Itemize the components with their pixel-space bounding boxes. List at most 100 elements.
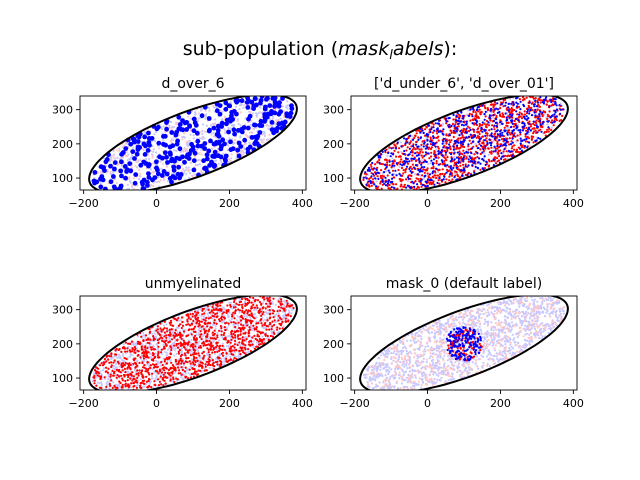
highlight-point xyxy=(373,167,376,170)
background-point xyxy=(427,163,430,166)
highlight-point xyxy=(122,164,128,169)
highlight-point xyxy=(471,115,474,118)
background-point xyxy=(221,320,224,323)
highlight-point xyxy=(463,139,466,142)
highlight-point xyxy=(262,114,268,120)
background-point xyxy=(221,110,224,113)
background-point xyxy=(112,381,115,384)
highlight-point xyxy=(455,115,458,118)
highlight-point xyxy=(496,147,499,150)
background-point xyxy=(129,352,132,355)
highlight-point xyxy=(377,177,380,180)
background-point xyxy=(385,170,388,173)
highlight-point xyxy=(525,115,528,118)
highlight-point xyxy=(437,122,441,125)
background-point xyxy=(239,355,242,358)
highlight-point xyxy=(442,128,445,131)
highlight-point xyxy=(508,129,511,132)
highlight-point xyxy=(375,168,378,171)
highlight-point xyxy=(236,153,242,159)
highlight-point xyxy=(189,376,193,379)
background-point xyxy=(492,139,495,143)
highlight-point xyxy=(541,111,544,114)
highlight-point xyxy=(405,167,408,170)
background-point xyxy=(99,172,103,175)
highlight-point xyxy=(445,159,448,162)
background-point xyxy=(165,165,168,168)
highlight-point xyxy=(481,151,484,154)
background-point xyxy=(198,326,201,330)
highlight-point xyxy=(257,130,263,135)
background-point xyxy=(153,371,156,374)
highlight-point xyxy=(493,124,496,127)
highlight-point xyxy=(168,152,173,157)
background-point xyxy=(180,170,183,173)
highlight-point xyxy=(270,96,276,101)
background-point xyxy=(168,126,171,129)
highlight-point xyxy=(539,121,542,124)
highlight-point xyxy=(494,121,497,124)
highlight-point xyxy=(538,113,541,116)
highlight-point xyxy=(483,129,486,132)
highlight-point xyxy=(507,149,510,153)
highlight-point xyxy=(250,301,253,304)
background-point xyxy=(199,356,202,359)
highlight-point xyxy=(135,379,138,382)
background-point xyxy=(109,171,112,174)
highlight-point xyxy=(398,172,401,175)
highlight-point xyxy=(541,122,544,125)
highlight-point xyxy=(458,150,461,153)
highlight-point xyxy=(500,102,503,105)
highlight-point xyxy=(420,182,423,185)
background-point xyxy=(119,357,122,360)
highlight-point xyxy=(532,103,536,106)
background-point xyxy=(200,107,203,110)
highlight-point xyxy=(376,166,379,169)
highlight-point xyxy=(154,159,159,165)
highlight-point xyxy=(376,188,379,190)
highlight-point xyxy=(452,166,455,169)
highlight-point xyxy=(434,153,437,156)
highlight-point xyxy=(409,151,412,154)
highlight-point xyxy=(248,326,251,329)
background-point xyxy=(453,172,457,175)
highlight-point xyxy=(445,134,448,137)
highlight-point xyxy=(533,105,536,108)
background-point xyxy=(220,160,223,163)
background-point xyxy=(215,106,218,109)
highlight-point xyxy=(495,118,498,121)
highlight-point xyxy=(423,171,426,174)
highlight-point xyxy=(474,134,477,137)
background-point xyxy=(253,308,256,312)
highlight-point xyxy=(536,125,540,128)
highlight-point xyxy=(414,164,418,167)
highlight-point xyxy=(461,172,464,175)
highlight-point xyxy=(420,161,423,164)
background-point xyxy=(108,387,111,390)
background-point xyxy=(221,342,224,345)
highlight-point xyxy=(476,166,479,169)
highlight-point xyxy=(508,131,511,134)
highlight-point xyxy=(284,113,290,119)
highlight-point xyxy=(200,320,203,323)
background-point xyxy=(536,106,540,110)
background-point xyxy=(151,156,154,159)
highlight-point xyxy=(519,128,522,132)
background-point xyxy=(164,350,167,353)
highlight-point xyxy=(470,113,474,116)
background-point xyxy=(282,325,285,328)
highlight-point xyxy=(479,144,483,147)
highlight-point xyxy=(510,120,513,123)
highlight-point xyxy=(426,178,430,181)
background-point xyxy=(177,326,180,329)
highlight-point xyxy=(406,184,409,187)
highlight-point xyxy=(415,154,418,157)
highlight-point xyxy=(489,144,493,147)
highlight-point xyxy=(144,370,147,373)
highlight-point xyxy=(394,169,397,172)
highlight-point xyxy=(478,125,481,128)
highlight-point xyxy=(550,100,553,104)
background-point xyxy=(238,104,242,107)
highlight-point xyxy=(545,103,548,106)
highlight-point xyxy=(479,168,482,171)
